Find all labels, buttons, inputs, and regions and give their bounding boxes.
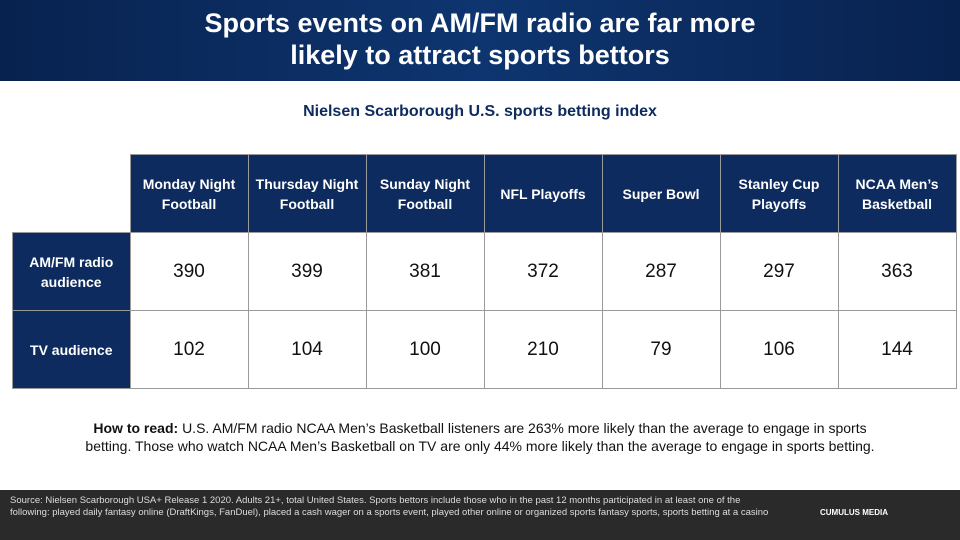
index-table: Monday Night Football Thursday Night Foot… [12, 154, 957, 389]
header: Sports events on AM/FM radio are far mor… [0, 0, 960, 81]
table-row: AM/FM radio audience 390 399 381 372 287 297 36… [12, 232, 957, 311]
value-cell: 399 [247, 232, 367, 311]
source: Source: Nielsen Scarborough USA+ Release… [10, 495, 769, 518]
row-label: TV audience [12, 310, 131, 389]
title-line: likely to attract sports bettors [290, 40, 670, 70]
value-cell: 144 [837, 310, 957, 389]
column-header: NCAA Men’s Basketball [837, 154, 957, 233]
column-header: Sunday Night Football [365, 154, 485, 233]
value-cell: 79 [601, 310, 721, 389]
value-cell: 390 [129, 232, 249, 311]
value-cell: 297 [719, 232, 839, 311]
value-cell: 100 [365, 310, 485, 389]
column-header: Monday Night Football [129, 154, 249, 233]
header-row: Monday Night Football Thursday Night Foot… [12, 154, 957, 233]
explanation: U.S. AM/FM radio NCAA Men’s Basketball l… [85, 420, 875, 454]
value-cell: 210 [483, 310, 603, 389]
table-row: TV audience 102 104 100 210 79 106 144 [12, 310, 957, 389]
lead: How to read: [93, 420, 179, 436]
corner [12, 154, 130, 233]
value-cell: 104 [247, 310, 367, 389]
value-cell: 381 [365, 232, 485, 311]
value-cell: 287 [601, 232, 721, 311]
logo: CUMULUS MEDIA [820, 508, 888, 517]
column-header: Super Bowl [601, 154, 721, 233]
column-header: Thursday Night Football [247, 154, 367, 233]
value-cell: 372 [483, 232, 603, 311]
value-cell: 102 [129, 310, 249, 389]
column-header: Stanley Cup Playoffs [719, 154, 839, 233]
how-to-read: How to read: U.S. AM/FM radio NCAA Men’s… [80, 419, 880, 455]
subtitle: Nielsen Scarborough U.S. sports betting … [303, 103, 657, 120]
row-label: AM/FM radio audience [12, 232, 131, 311]
value-cell: 363 [837, 232, 957, 311]
value-cell: 106 [719, 310, 839, 389]
title-line: Sports events on AM/FM radio are far mor… [204, 8, 756, 38]
column-header: NFL Playoffs [483, 154, 603, 233]
footer: Source: Nielsen Scarborough USA+ Release… [0, 490, 960, 540]
